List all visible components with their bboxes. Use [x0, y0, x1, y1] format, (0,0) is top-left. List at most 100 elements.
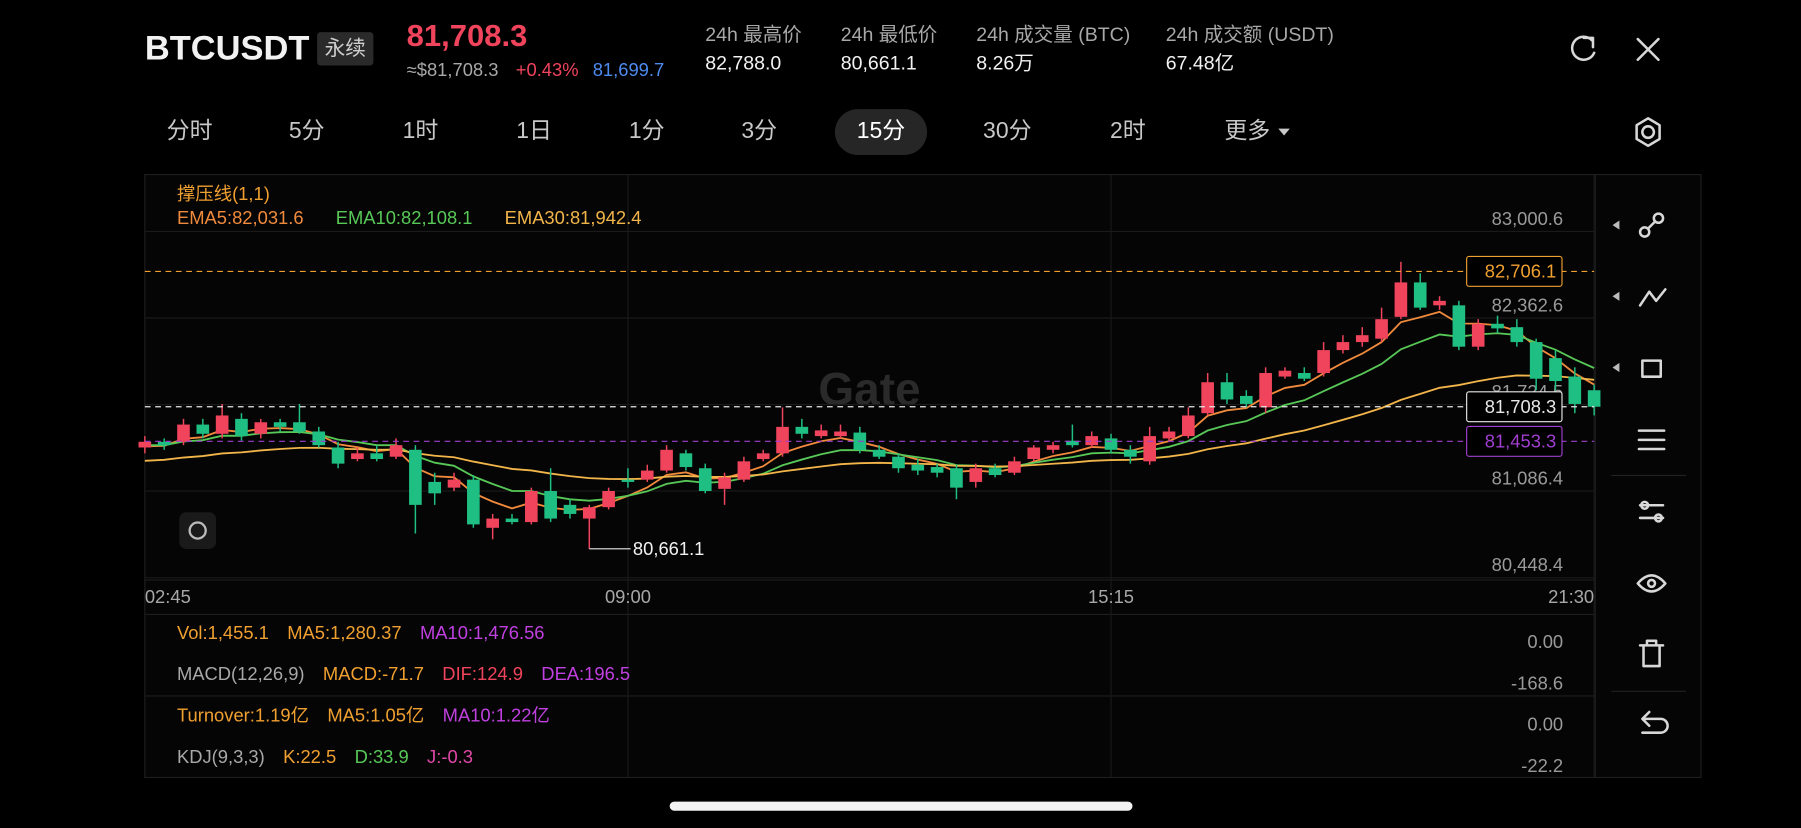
candle-body: [1143, 436, 1157, 462]
stat-label: 24h 成交额 (USDT): [1166, 24, 1334, 46]
tab[interactable]: 15分: [857, 117, 906, 143]
price-chart: 83,000.682,362.681,724.581,086.480,448.4…: [138, 174, 1601, 778]
candle-body: [563, 504, 577, 514]
contract: 永续: [325, 37, 366, 60]
candle-body: [1182, 415, 1195, 437]
tab[interactable]: 1时: [403, 117, 439, 143]
close-icon[interactable]: [1636, 37, 1660, 61]
refresh-icon[interactable]: [1570, 35, 1596, 61]
last-price: 81,708.3: [407, 18, 528, 53]
tab-highlight: [834, 109, 928, 156]
chart-toggle-icon[interactable]: [179, 512, 217, 549]
price-label: 81,708.3: [1485, 396, 1556, 417]
candle-body: [138, 441, 152, 448]
tab[interactable]: 2时: [1110, 117, 1146, 143]
stat-label: 24h 成交量 (BTC): [976, 24, 1130, 46]
adjust-icon[interactable]: [1637, 429, 1666, 451]
candle-body: [1278, 370, 1292, 377]
chart-panel: [144, 173, 1702, 779]
legend-entry: EMA5:82,031.6: [177, 207, 304, 228]
usd-price: ≈$81,708.3: [407, 59, 499, 80]
undo-icon[interactable]: [1641, 710, 1669, 734]
ema-line: [144, 332, 1595, 502]
stat-value: 8.26万: [976, 52, 1034, 74]
candle-body: [486, 518, 499, 528]
candle-body: [1413, 282, 1427, 308]
candle-body: [525, 491, 538, 523]
candle-body: [196, 424, 210, 434]
candle-body: [660, 449, 673, 471]
indicator-label: K:22.5: [283, 746, 336, 767]
tab[interactable]: 5分: [289, 117, 325, 143]
tab[interactable]: 更多: [1224, 117, 1270, 143]
price-label: 81,453.3: [1485, 430, 1556, 451]
indicator-label: MACD:-71.7: [323, 663, 424, 684]
stat-value: 82,788.0: [705, 52, 781, 74]
candle-body: [273, 422, 287, 427]
candle-body: [795, 426, 809, 434]
tab[interactable]: 30分: [983, 117, 1032, 143]
candle-body: [1491, 323, 1504, 329]
candle-body: [1046, 445, 1060, 450]
candle-body: [1568, 376, 1582, 404]
candle-body: [621, 479, 635, 482]
draw-line-icon[interactable]: [1638, 212, 1665, 238]
candle-body: [1433, 300, 1446, 306]
candle-body: [718, 477, 731, 489]
candle-body: [505, 518, 519, 523]
candle-body: [930, 467, 944, 473]
candle-body: [1201, 382, 1214, 414]
candle-body: [1336, 342, 1350, 351]
y-tick-label: 83,000.6: [1492, 208, 1563, 229]
candle-body: [1317, 350, 1330, 374]
candle-body: [331, 447, 345, 464]
candle-body: [293, 422, 306, 432]
y-tick-label: 80,448.4: [1492, 554, 1563, 575]
x-tick-label: 02:45: [145, 586, 191, 607]
candle-body: [1008, 461, 1021, 473]
indicator-label: DEA:196.5: [541, 663, 630, 684]
indicator-axis-label: -22.2: [1521, 755, 1563, 776]
fib-icon[interactable]: [1638, 288, 1667, 307]
home-indicator: [669, 801, 1133, 811]
y-tick-label: 82,362.6: [1492, 294, 1563, 315]
indicator-label: KDJ(9,3,3): [177, 746, 265, 767]
candle-body: [409, 449, 422, 505]
indicator-label: D:33.9: [355, 746, 409, 767]
indicator-axis-label: 0.00: [1527, 631, 1563, 652]
annotation-label: 80,661.1: [633, 538, 704, 559]
settings-icon[interactable]: [1635, 117, 1661, 148]
mark-price: 81,699.7: [593, 59, 664, 80]
shape-icon[interactable]: [1641, 359, 1663, 378]
x-tick-label: 09:00: [605, 586, 651, 607]
indicator-label: MACD(12,26,9): [177, 663, 305, 684]
indicator-label: Vol:1,455.1: [177, 622, 269, 643]
candle-body: [1027, 447, 1041, 460]
candle-body: [1104, 438, 1118, 450]
candle-body: [872, 449, 886, 457]
toolbar: [1611, 212, 1687, 734]
tab[interactable]: 分时: [167, 117, 213, 143]
stat-label: 24h 最低价: [841, 24, 938, 46]
visibility-icon[interactable]: [1636, 574, 1667, 593]
candle-body: [1394, 282, 1408, 317]
tab[interactable]: 1日: [516, 117, 552, 143]
price-label-box: [1466, 391, 1563, 423]
legend-entry: EMA30:81,942.4: [505, 207, 642, 228]
candle-body: [988, 468, 1002, 476]
candle-body: [1452, 305, 1466, 347]
candle-body: [1066, 440, 1079, 446]
indicator-label: MA10:1,476.56: [420, 622, 545, 643]
indicator-icon[interactable]: [1638, 500, 1665, 523]
indicator-label: Turnover:1.19亿: [177, 704, 309, 725]
price-label-box: [1466, 425, 1563, 457]
candle-body: [1259, 373, 1272, 408]
tab[interactable]: 1分: [629, 117, 665, 143]
candle-body: [776, 426, 789, 454]
tab[interactable]: 3分: [741, 117, 777, 143]
candle-body: [370, 453, 384, 460]
candle-body: [544, 491, 557, 519]
delete-icon[interactable]: [1638, 639, 1665, 668]
candle-body: [814, 430, 828, 437]
symbol: BTCUSDT: [145, 30, 310, 68]
